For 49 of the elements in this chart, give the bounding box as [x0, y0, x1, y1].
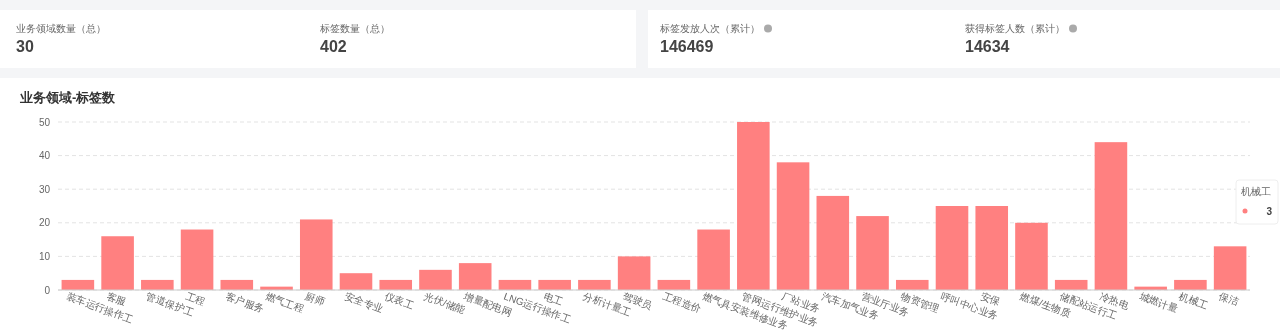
bar: [1174, 279, 1207, 290]
bar: [578, 279, 611, 290]
bar: [458, 263, 492, 290]
x-tick-label: 仪表工: [383, 290, 415, 312]
y-tick-label: 0: [44, 284, 51, 296]
bar: [895, 279, 929, 290]
y-tick-label: 40: [38, 150, 51, 162]
bar: [776, 162, 810, 290]
x-tick-label: 城燃计量: [1137, 290, 1180, 315]
text: 标签发放人次（累计）: [659, 23, 760, 34]
chart-title: 业务领域-标签数: [19, 90, 117, 105]
x-tick-label: 厨师: [303, 290, 327, 308]
x-tick-label: 客户服务: [224, 290, 266, 315]
bar: [101, 236, 134, 290]
x-tick-label: 安全专业: [343, 290, 385, 315]
y-tick-label: 10: [38, 250, 51, 262]
text: 402: [320, 38, 347, 55]
bar: [975, 206, 1009, 290]
bar: [538, 279, 571, 290]
x-tick-label: 安保: [979, 290, 1002, 308]
bar: [339, 273, 373, 290]
bar: [141, 279, 174, 290]
text: 业务领域数量（总）: [16, 23, 106, 34]
y-tick-label: 30: [38, 183, 51, 195]
bar: [379, 279, 413, 290]
y-tick-label: 20: [38, 217, 51, 229]
x-tick-label: 保洁: [1217, 290, 1241, 308]
text: 14634: [965, 38, 1010, 55]
x-tick-label: 工程造价: [661, 290, 703, 315]
bar: [180, 229, 214, 290]
text: 获得标签人数（累计）: [965, 23, 1065, 34]
bar: [1015, 222, 1048, 290]
bar: [935, 206, 969, 290]
bar: [419, 269, 452, 290]
bar: [617, 256, 651, 290]
bar: [697, 229, 730, 290]
text: 146469: [660, 38, 714, 55]
bar: [1213, 246, 1247, 290]
y-tick-label: 50: [38, 116, 51, 128]
text: 标签数量（总）: [319, 23, 390, 34]
text: 3: [1266, 206, 1273, 217]
x-tick-label: 机械工: [1177, 290, 1210, 312]
bar: [737, 122, 770, 290]
annotation: 机械工: [1241, 186, 1271, 197]
bar: [1094, 142, 1128, 290]
bar: [816, 195, 850, 290]
bar: [299, 219, 333, 290]
bar: [856, 216, 889, 290]
text: 30: [16, 38, 34, 55]
